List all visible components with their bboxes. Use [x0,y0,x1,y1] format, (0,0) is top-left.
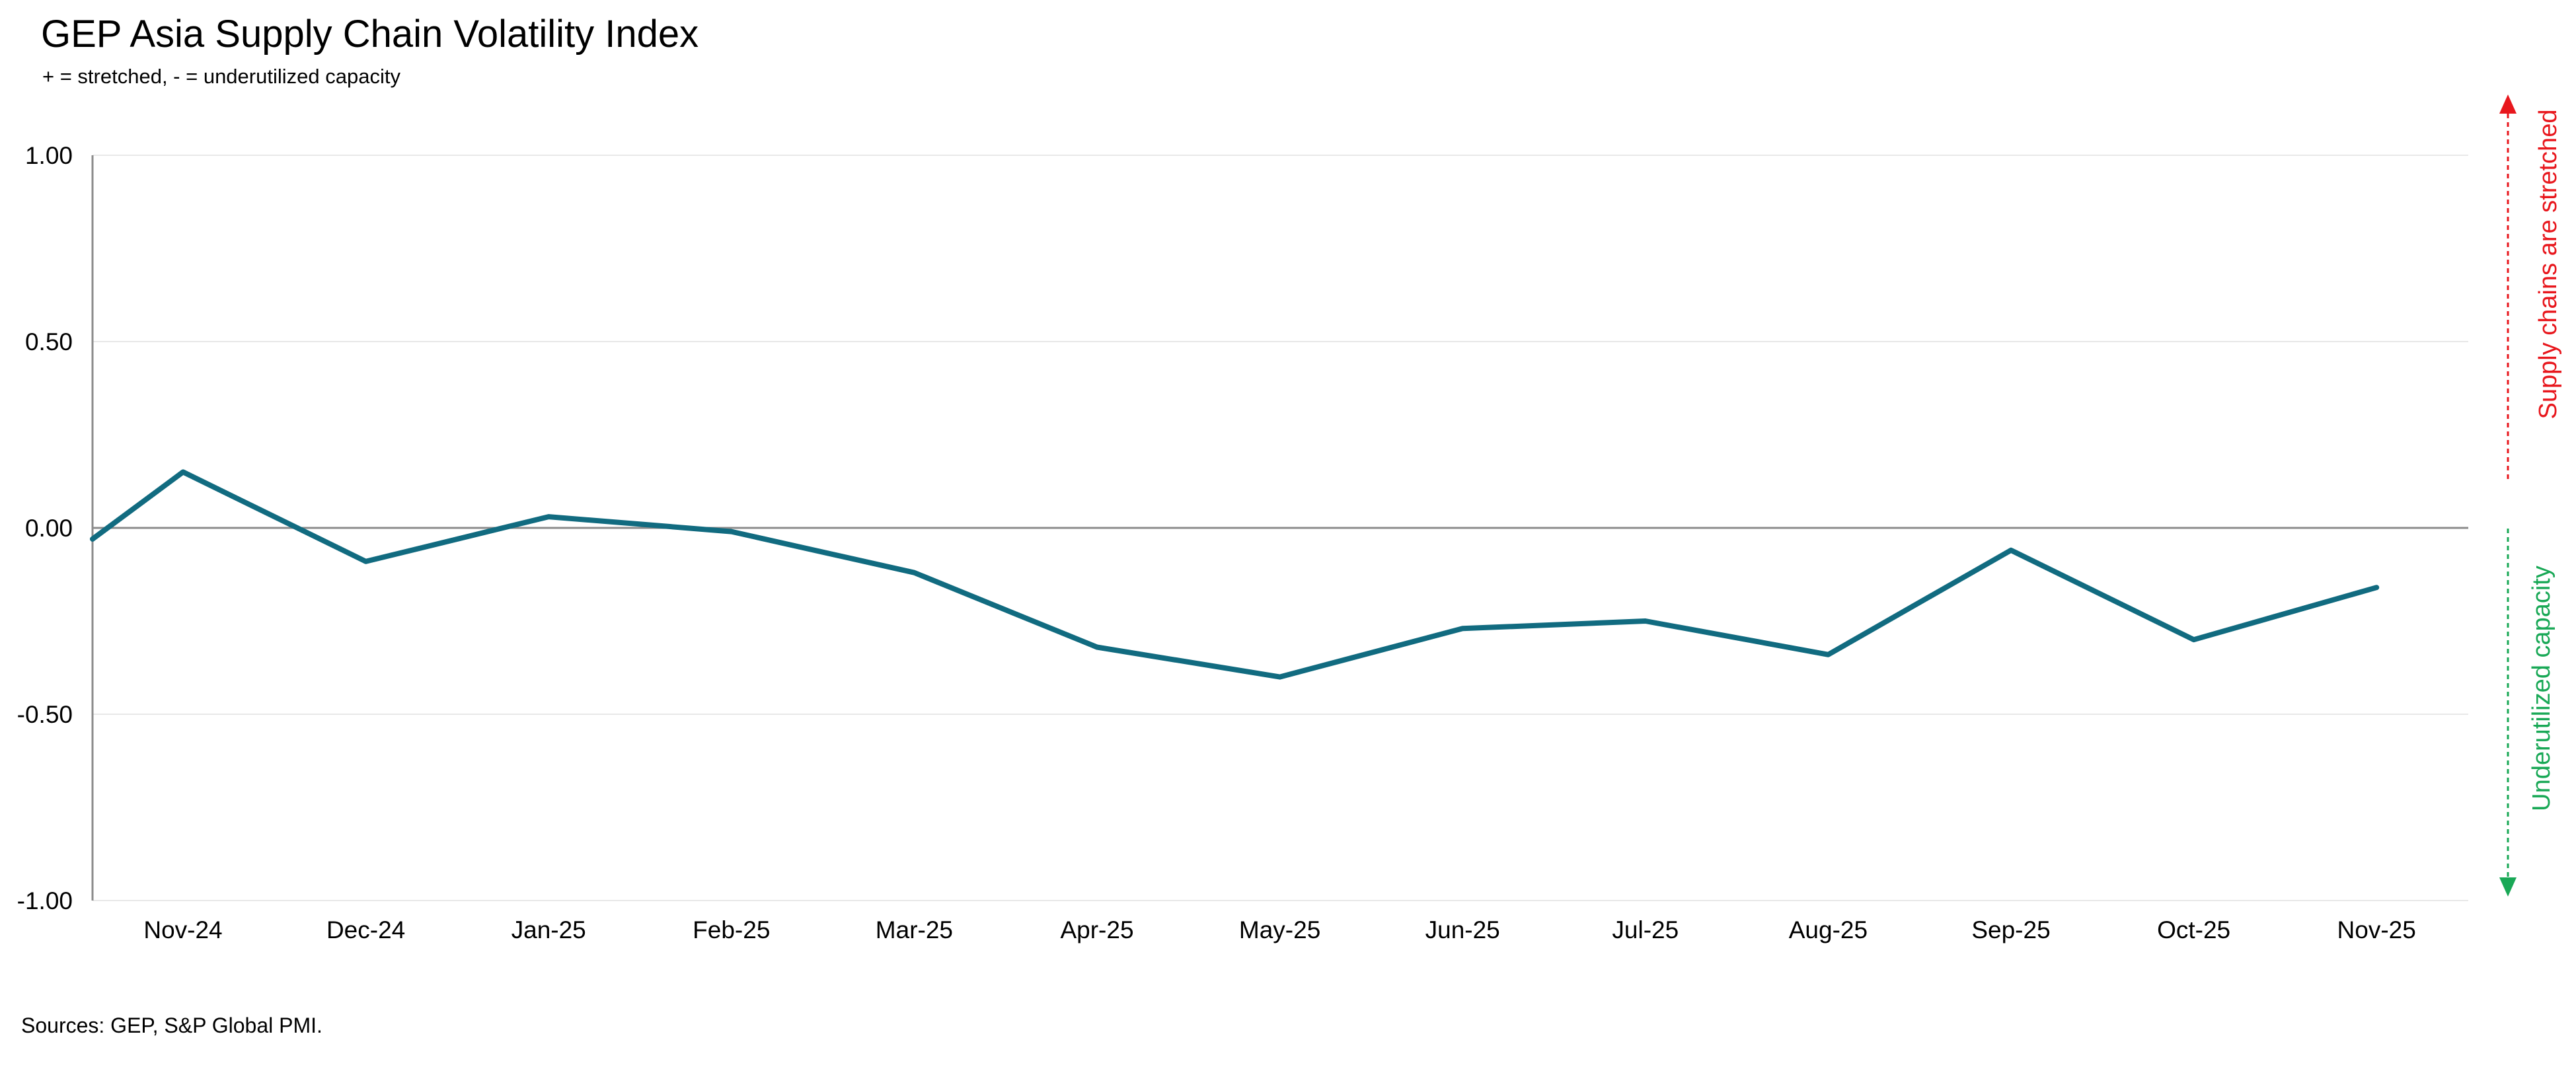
x-tick-label: Feb-25 [693,916,770,943]
x-tick-label: Aug-25 [1789,916,1868,943]
gridlines [93,155,2468,901]
y-tick-label: -1.00 [17,887,73,914]
x-tick-label: Jul-25 [1612,916,1679,943]
underutilized-label: Underutilized capacity [2528,566,2556,811]
series-line [90,469,2380,680]
data-point [1277,675,1283,680]
chart-title: GEP Asia Supply Chain Volatility Index [41,13,699,55]
x-tick-label: Sep-25 [1971,916,2050,943]
chart-subtitle: + = stretched, - = underutilized capacit… [42,65,400,88]
arrow-up-icon [2499,94,2517,114]
x-tick-label: Nov-25 [2337,916,2416,943]
data-point [911,570,917,575]
x-tick-label: Jun-25 [1425,916,1500,943]
data-point [1825,652,1831,657]
data-point [2008,548,2014,553]
data-point [180,469,186,474]
y-tick-label: -0.50 [17,701,73,728]
series-layer [90,469,2380,680]
y-tick-labels: 1.00 0.50 0.00 -0.50 -1.00 [17,142,73,914]
arrow-down-icon [2499,877,2517,897]
x-tick-label: Mar-25 [876,916,953,943]
y-tick-label: 0.50 [25,328,73,355]
data-point [729,529,734,534]
stretched-label: Supply chains are stretched [2534,110,2562,420]
x-tick-label: Apr-25 [1060,916,1133,943]
side-annotations: Supply chains are stretched Underutilized… [2499,94,2562,897]
x-tick-label: Jan-25 [511,916,586,943]
x-tick-label: Nov-24 [143,916,222,943]
y-tick-label: 0.00 [25,515,73,542]
x-tick-label: May-25 [1239,916,1320,943]
data-point [2191,637,2197,642]
data-point [1460,626,1465,631]
data-point [363,559,369,564]
x-tick-label: Dec-24 [326,916,405,943]
y-tick-label: 1.00 [25,142,73,169]
axes [91,155,2468,901]
source-note: Sources: GEP, S&P Global PMI. [21,1014,322,1037]
data-point [1094,644,1100,649]
x-tick-label: Oct-25 [2157,916,2230,943]
data-point [2374,585,2379,590]
data-point [546,514,551,519]
data-point [1643,618,1648,624]
x-tick-labels: Nov-24 Dec-24 Jan-25 Feb-25 Mar-25 Apr-25 May-… [143,916,2415,943]
